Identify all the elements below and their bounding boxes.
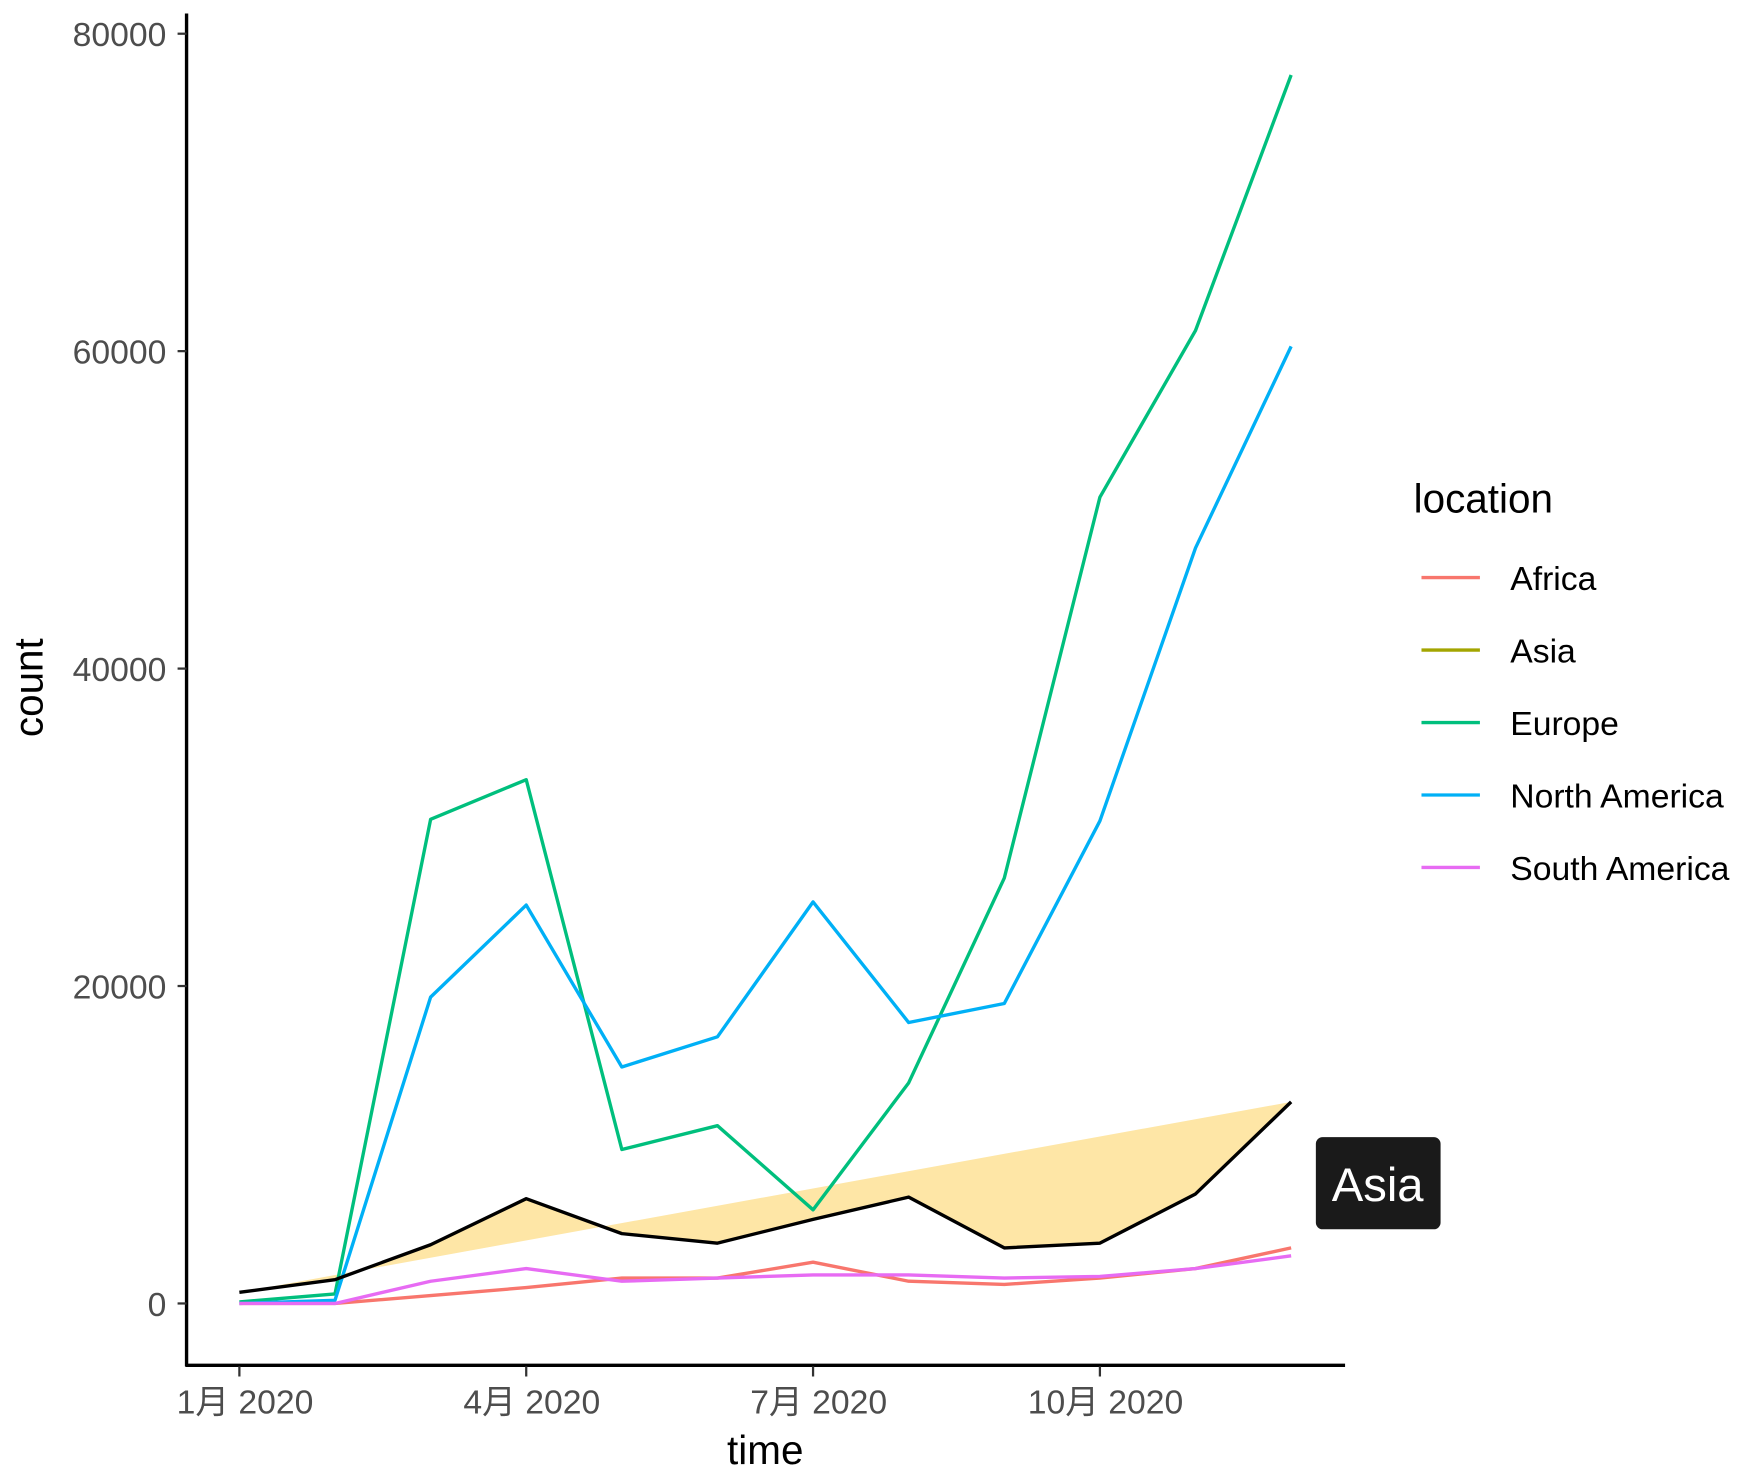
- legend-label-north-america: North America: [1510, 777, 1724, 815]
- x-axis-title: time: [727, 1427, 803, 1473]
- y-tick-label: 0: [148, 1286, 167, 1324]
- y-tick-label: 60000: [73, 334, 167, 372]
- legend-title: location: [1414, 475, 1553, 521]
- legend-label-south-america: South America: [1510, 850, 1729, 888]
- y-tick-label: 20000: [73, 968, 167, 1006]
- x-tick-label: 10月 2020: [1028, 1384, 1184, 1422]
- y-tick-label: 40000: [73, 651, 167, 689]
- legend: location Africa Asia Europe North America So…: [1414, 475, 1730, 887]
- y-axis-title: count: [6, 638, 52, 737]
- x-tick-label: 1月 2020: [177, 1384, 314, 1422]
- series-line-europe: [239, 74, 1293, 1304]
- series-line-south-america: [239, 1254, 1292, 1306]
- x-tick-label: 4月 2020: [463, 1384, 600, 1422]
- legend-label-europe: Europe: [1510, 705, 1619, 743]
- legend-label-africa: Africa: [1510, 560, 1596, 598]
- y-tick-label: 80000: [73, 16, 167, 54]
- x-ticks: 1月 2020 4月 2020 7月 2020 10月 2020: [177, 1366, 1184, 1422]
- series-line-asia: [239, 1100, 1293, 1295]
- asia-label-box: [1315, 1137, 1441, 1230]
- asia-highlight-band: [239, 1101, 1292, 1293]
- series-line-north-america: [239, 345, 1293, 1306]
- legend-label-asia: Asia: [1510, 632, 1576, 670]
- asia-label: Asia: [1315, 1137, 1441, 1230]
- x-tick-label: 7月 2020: [750, 1384, 887, 1422]
- series-lines-layer: [239, 74, 1293, 1306]
- y-ticks: 0 20000 40000 60000 80000: [73, 16, 187, 1324]
- asia-label-text: Asia: [1332, 1159, 1425, 1212]
- highlight-band-layer: [239, 1101, 1292, 1293]
